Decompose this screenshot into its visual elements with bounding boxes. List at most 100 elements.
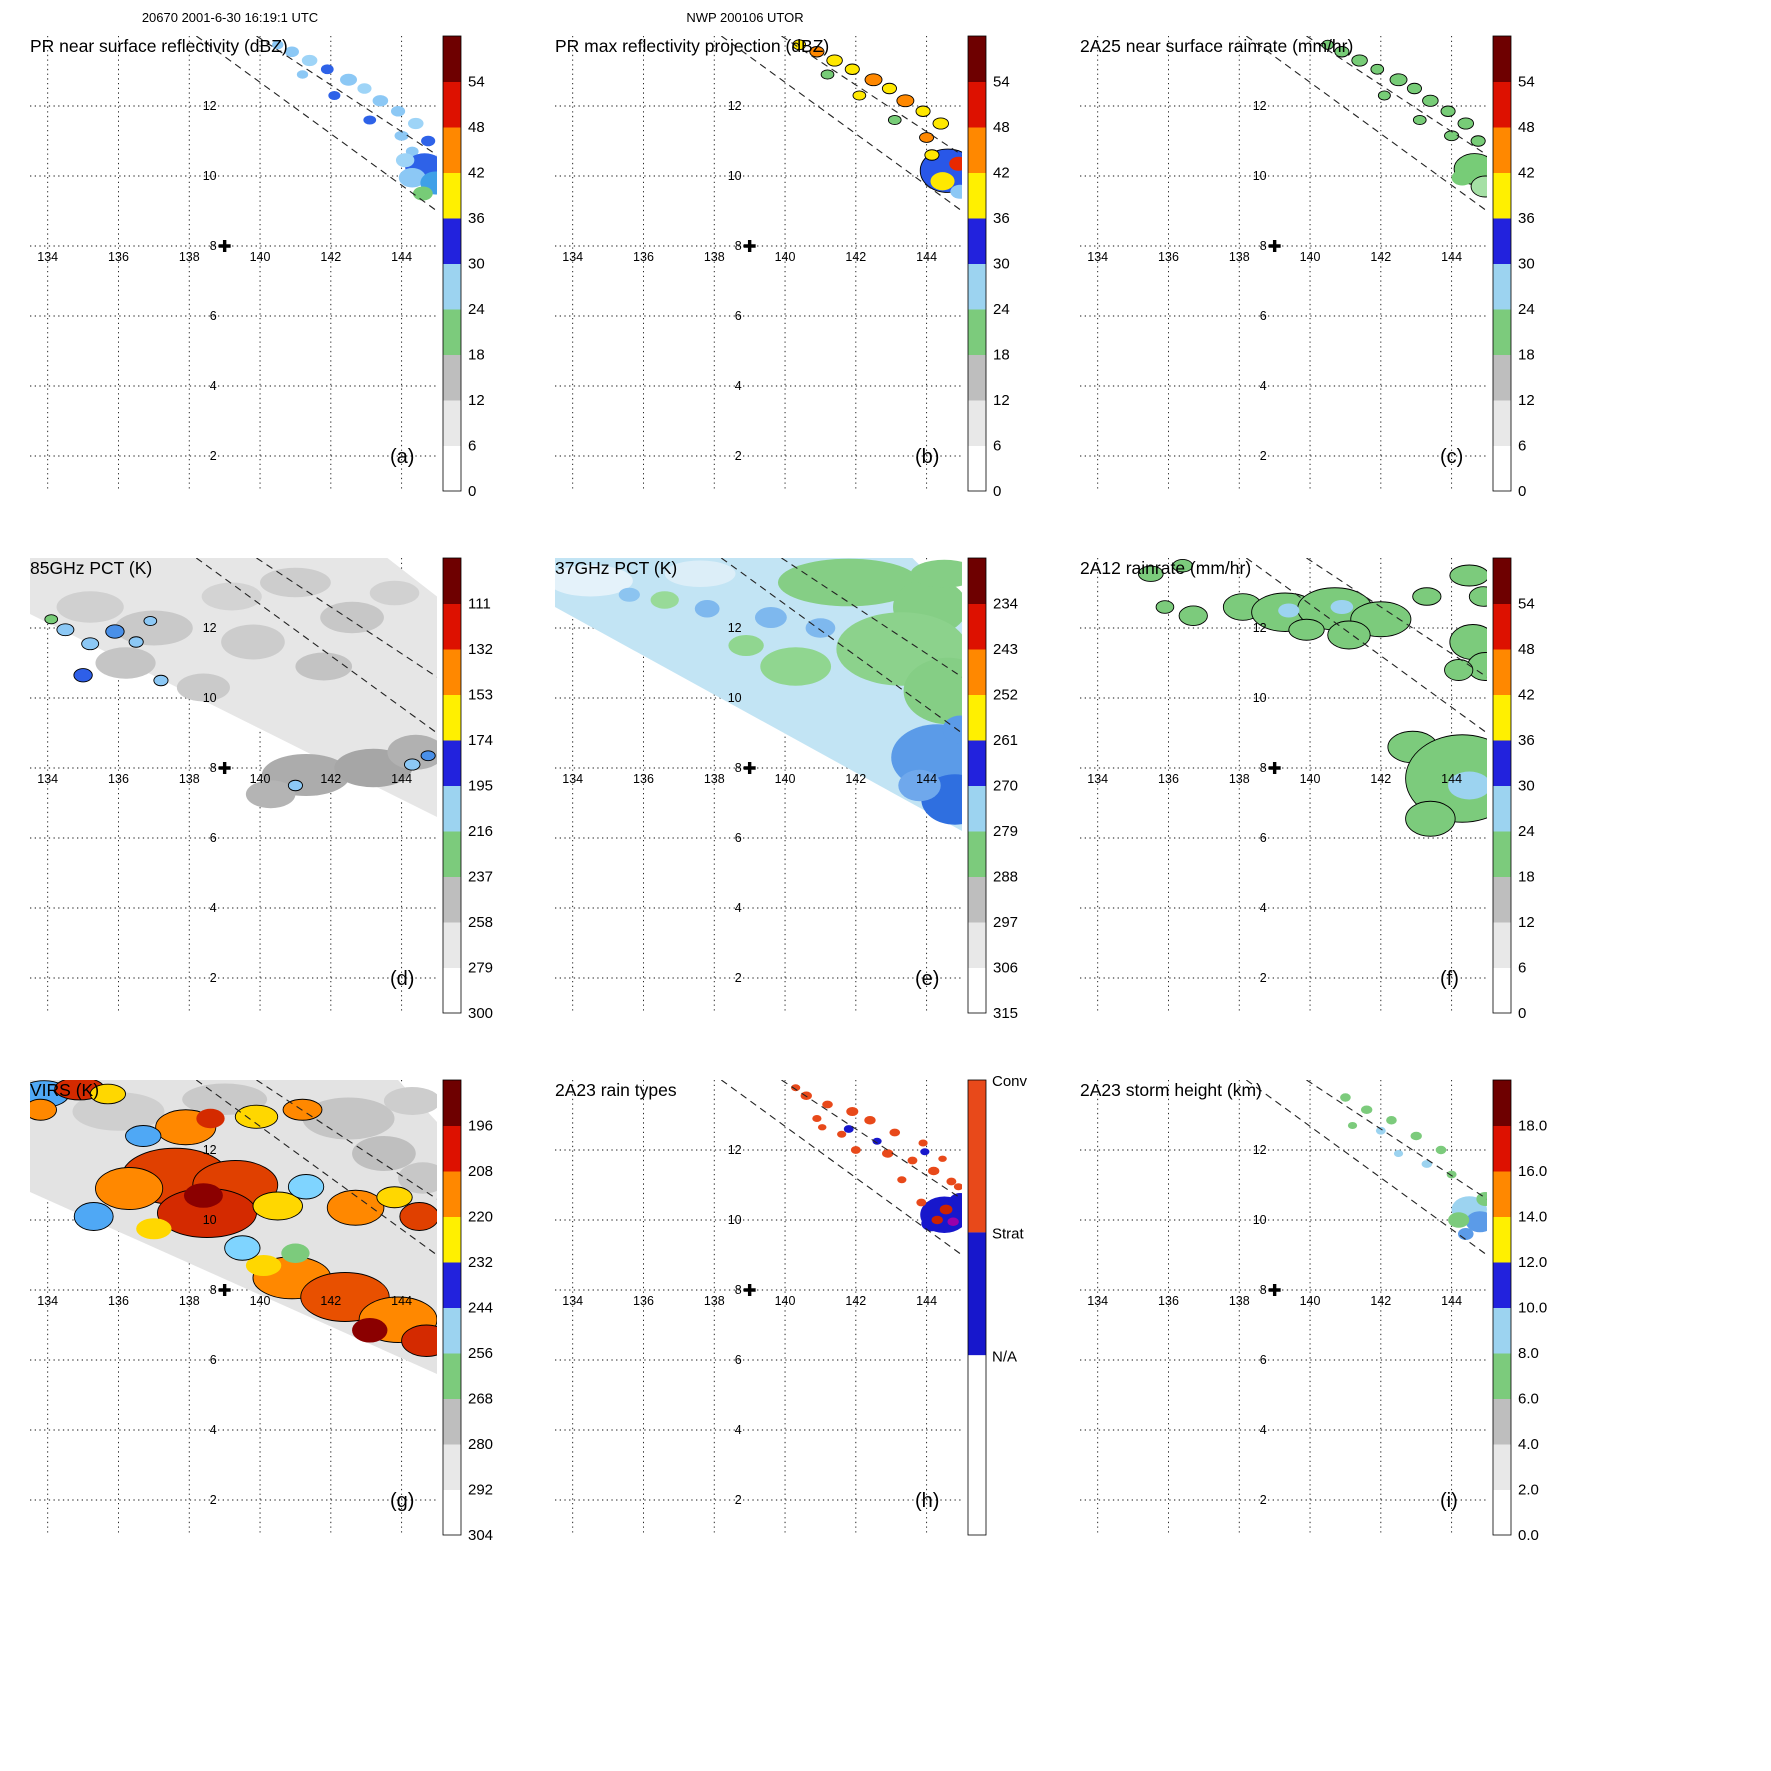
swath-data-layer (555, 558, 962, 831)
lon-tick-label: 140 (250, 1294, 271, 1308)
colorbar-tick-label: 243 (993, 641, 1018, 658)
lon-tick-label: 140 (775, 1294, 796, 1308)
colorbar-tick-label: 268 (468, 1391, 493, 1408)
colorbar-tick-label: 8.0 (1518, 1345, 1539, 1362)
panel-c: 134 136 138 140 142 144 2 4 6 8 10 12 2A25 near surf… (1050, 26, 1570, 548)
colorbar: 304 292 280 268 256 244 232 220 208 196 (442, 1079, 493, 1544)
colorbar: 300 279 258 237 216 195 174 153 132 111 (442, 557, 493, 1022)
lat-tick-label: 8 (735, 239, 742, 253)
panel-f: 134 136 138 140 142 144 2 4 6 8 10 12 2A12 rainrate … (1050, 548, 1570, 1070)
colorbar-tick-label: 18.0 (1518, 1118, 1547, 1135)
lat-tick-label: 8 (1260, 761, 1267, 775)
lon-tick-label: 142 (845, 772, 866, 786)
center-cross-marker (743, 762, 756, 774)
colorbar-tick-label: 16.0 (1518, 1163, 1547, 1180)
panel-title: 2A12 rainrate (mm/hr) (1080, 558, 1251, 578)
colorbar-tick-label: 42 (993, 165, 1010, 182)
colorbar-tick-label: 196 (468, 1118, 493, 1135)
colorbar-tick-label: 288 (993, 869, 1018, 886)
lon-tick-label: 138 (704, 1294, 725, 1308)
lat-tick-label: 2 (1260, 1493, 1267, 1507)
lat-tick-label: 12 (203, 1143, 217, 1157)
header-orbit-timestamp: 20670 2001-6-30 16:19:1 UTC (141, 10, 319, 25)
lat-tick-label: 2 (1260, 449, 1267, 463)
colorbar-tick-label: 24 (993, 301, 1010, 318)
lat-tick-label: 12 (728, 1143, 742, 1157)
lat-tick-label: 8 (1260, 239, 1267, 253)
panel-e: 134 136 138 140 142 144 2 4 6 8 10 12 37GHz PCT (K) (… (525, 548, 1045, 1070)
lon-tick-label: 144 (916, 772, 937, 786)
lat-tick-label: 8 (210, 239, 217, 253)
lon-tick-label: 144 (916, 1294, 937, 1308)
lon-tick-label: 134 (1087, 1294, 1108, 1308)
lat-tick-label: 12 (728, 99, 742, 113)
lat-tick-label: 4 (210, 379, 217, 393)
lon-tick-label: 136 (633, 1294, 654, 1308)
lon-tick-label: 142 (320, 1294, 341, 1308)
swath-data-layer (1246, 1080, 1487, 1256)
colorbar-tick-label: 0 (993, 483, 1001, 500)
lat-tick-label: 8 (210, 761, 217, 775)
swath-edge-dashed-line (781, 1080, 962, 1200)
lon-tick-label: 144 (916, 250, 937, 264)
swath-data-layer (1137, 558, 1487, 837)
panel-letter: (b) (915, 446, 939, 468)
panel-title: 2A23 storm height (km) (1080, 1080, 1262, 1100)
colorbar-tick-label: 2.0 (1518, 1482, 1539, 1499)
swath-edge-dashed-line (1306, 36, 1487, 156)
panel-g-canvas: 134 136 138 140 142 144 2 4 6 8 10 12 VIRS (K) (g) 304… (30, 1079, 493, 1544)
colorbar-tick-label: 6 (1518, 960, 1526, 977)
colorbar: 315 306 297 288 279 270 261 252 243 234 (967, 557, 1018, 1022)
lat-tick-label: 6 (1260, 309, 1267, 323)
colorbar-tick-label: 36 (468, 210, 485, 227)
swath-edge-dashed-line (256, 36, 437, 156)
colorbar-tick-label: 216 (468, 823, 493, 840)
colorbar-tick-label: 42 (1518, 687, 1535, 704)
lon-tick-label: 136 (1158, 772, 1179, 786)
panel-b: 134 136 138 140 142 144 2 4 6 8 10 12 PR max reflect… (525, 26, 1045, 548)
lat-tick-label: 10 (728, 1213, 742, 1227)
panel-letter: (g) (390, 1490, 414, 1512)
swath-edge-dashed-line (781, 558, 962, 678)
lon-tick-label: 142 (1370, 1294, 1391, 1308)
colorbar-tick-label: 132 (468, 641, 493, 658)
colorbar-tick-label: 54 (468, 74, 485, 91)
lon-tick-label: 134 (37, 772, 58, 786)
colorbar-tick-label: 4.0 (1518, 1436, 1539, 1453)
colorbar-tick-label: 48 (468, 119, 485, 136)
lon-tick-label: 140 (775, 772, 796, 786)
panel-title: 85GHz PCT (K) (30, 558, 152, 578)
lat-tick-label: 4 (210, 1423, 217, 1437)
lon-tick-label: 140 (250, 772, 271, 786)
lon-tick-label: 144 (1441, 772, 1462, 786)
colorbar-tick-label: 6.0 (1518, 1391, 1539, 1408)
center-cross-marker (1268, 762, 1281, 774)
colorbar-tick-label: 306 (993, 960, 1018, 977)
colorbar-tick-label: 280 (468, 1436, 493, 1453)
lon-tick-label: 142 (320, 772, 341, 786)
lon-tick-label: 134 (562, 250, 583, 264)
lon-tick-label: 142 (845, 1294, 866, 1308)
swath-edge-dashed-line (196, 558, 437, 734)
swath-edge-dashed-line (1246, 36, 1487, 212)
lat-tick-label: 2 (735, 971, 742, 985)
colorbar-tick-label: 6 (1518, 438, 1526, 455)
lon-tick-label: 136 (1158, 250, 1179, 264)
colorbar-tick-label: 18 (468, 347, 485, 364)
lon-tick-label: 140 (1300, 250, 1321, 264)
colorbar-tick-label: 0 (1518, 483, 1526, 500)
lon-tick-label: 136 (108, 250, 129, 264)
lon-tick-label: 138 (704, 772, 725, 786)
panel-letter: (d) (390, 968, 414, 990)
tick-labels: 134 136 138 140 142 144 2 4 6 8 10 12 (562, 1143, 937, 1507)
swath-edge-dashed-line (256, 558, 437, 678)
colorbar-tick-label: 24 (1518, 301, 1535, 318)
lat-tick-label: 2 (735, 449, 742, 463)
colorbar-tick-label: 48 (993, 119, 1010, 136)
colorbar: 0 6 12 18 24 30 36 42 48 54 (967, 35, 1010, 500)
tick-labels: 134 136 138 140 142 144 2 4 6 8 10 12 (562, 99, 937, 463)
colorbar-tick-label: 304 (468, 1527, 493, 1544)
colorbar-tick-label: 42 (468, 165, 485, 182)
